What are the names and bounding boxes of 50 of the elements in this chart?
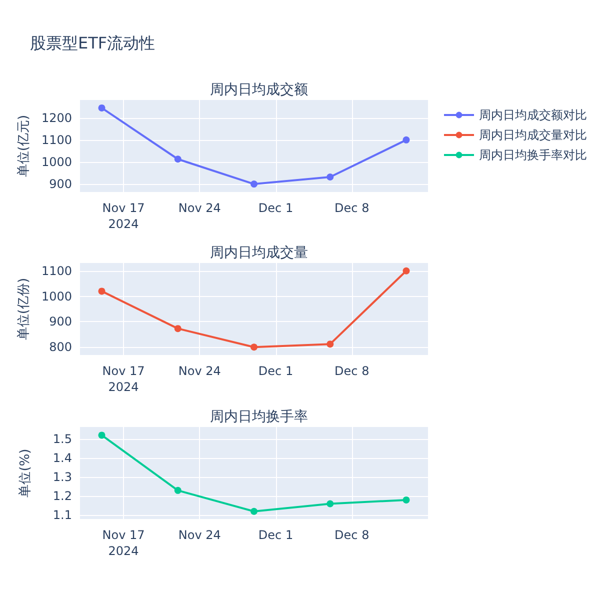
point: [326, 340, 334, 348]
x-tick-label: Dec 1: [258, 528, 294, 542]
y-axis-title: 单位(亿份): [16, 278, 32, 340]
point: [326, 500, 334, 508]
point: [402, 136, 410, 144]
point: [250, 344, 258, 351]
legend-label: 周内日均成交量对比: [479, 128, 587, 142]
y-tick-label: 900: [49, 314, 72, 329]
y-tick-label: 1200: [41, 110, 72, 125]
point: [98, 288, 106, 295]
chart-title: 周内日均成交量: [210, 245, 308, 261]
legend-label: 周内日均换手率对比: [479, 148, 587, 162]
x-tick-label: Nov 24: [178, 364, 221, 378]
legend-label: 周内日均成交额对比: [479, 108, 587, 122]
x-tick-label: Nov 17 2024: [102, 201, 145, 231]
x-tick-label: Dec 8: [334, 528, 370, 542]
x-tick-label: Dec 1: [258, 364, 294, 378]
y-tick-label: 1.4: [52, 451, 72, 466]
x-tick-label: Dec 8: [334, 201, 370, 215]
y-axis-title: 单位(%): [18, 448, 33, 498]
chart-title: 周内日均换手率: [210, 409, 308, 425]
point: [326, 174, 334, 180]
x-tick-label: Dec 8: [334, 364, 370, 378]
x-tick-label: Nov 17 2024: [102, 364, 145, 394]
x-tick-label: Nov 24: [178, 201, 221, 215]
y-axis-title: 单位(亿元): [16, 114, 32, 178]
y-tick-label: 900: [49, 177, 72, 192]
x-tick-label: Nov 17 2024: [102, 528, 145, 558]
point: [250, 508, 258, 515]
y-tick-label: 1000: [41, 154, 72, 169]
y-tick-label: 1.1: [52, 508, 72, 522]
point: [402, 496, 410, 504]
y-tick-label: 1.2: [52, 489, 72, 504]
y-tick-label: 1.3: [52, 470, 72, 484]
y-tick-label: 1100: [41, 264, 72, 278]
y-tick-label: 800: [49, 340, 72, 354]
chart-title: 周内日均成交额: [210, 82, 308, 98]
point: [250, 180, 258, 188]
point: [98, 104, 106, 112]
text: 股票型ETF流动性: [30, 34, 156, 52]
point: [174, 486, 182, 494]
y-tick-label: 1000: [41, 289, 72, 304]
x-tick-label: Dec 1: [258, 201, 294, 215]
point: [174, 325, 182, 332]
point: [98, 432, 106, 439]
point: [402, 267, 410, 274]
y-tick-label: 1100: [41, 132, 72, 147]
x-tick-label: Nov 24: [178, 528, 221, 542]
point: [174, 156, 182, 163]
y-tick-label: 1.5: [52, 432, 72, 446]
